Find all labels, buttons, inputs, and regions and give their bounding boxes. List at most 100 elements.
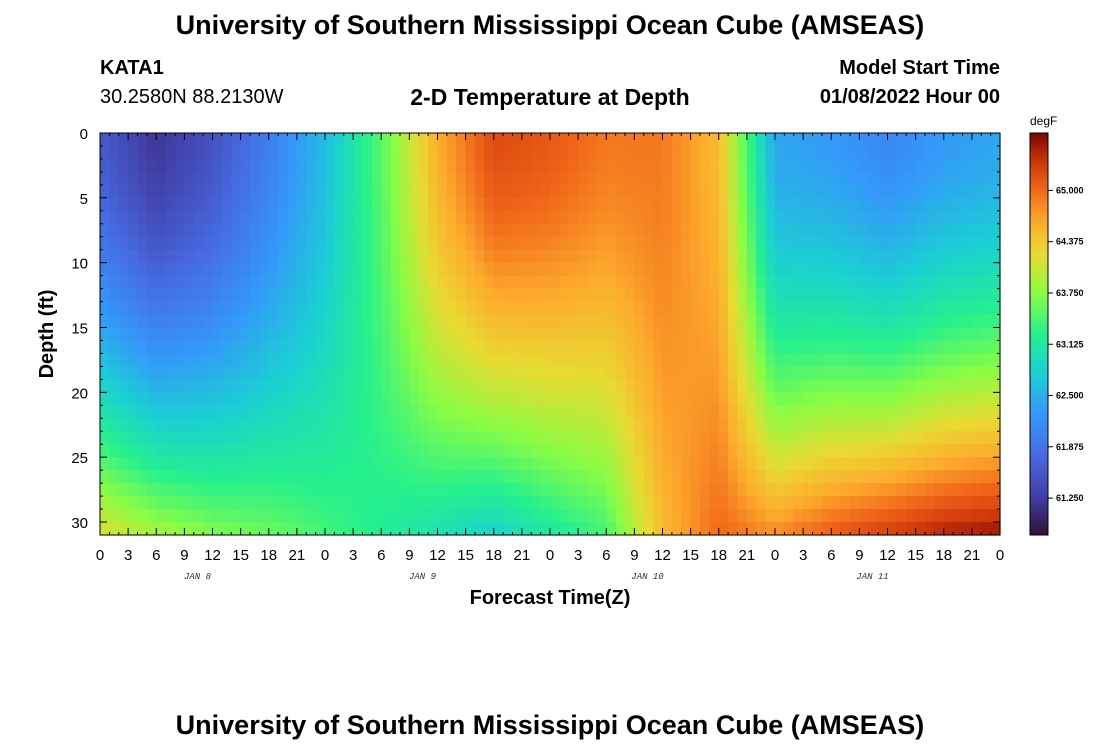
heatmap-cell [371,275,382,290]
heatmap-cell [718,470,729,484]
heatmap-cell [428,288,439,303]
heatmap-cell [503,392,514,406]
heatmap-cell [915,392,926,406]
heatmap-cell [203,418,214,432]
heatmap-cell [259,431,270,445]
heatmap-cell [671,197,682,212]
heatmap-cell [568,197,579,212]
heatmap-cell [184,249,195,264]
heatmap-cell [718,522,729,536]
heatmap-cell [653,405,664,419]
heatmap-cell [690,470,701,484]
heatmap-cell [850,327,860,342]
heatmap-cell [259,210,270,225]
heatmap-cell [362,314,373,329]
heatmap-cell [315,223,326,238]
heatmap-cell [625,353,635,368]
heatmap-cell [662,392,673,406]
heatmap-cell [418,301,429,316]
heatmap-cell [493,379,504,393]
heatmap-cell [109,145,120,160]
heatmap-cell [306,496,317,510]
heatmap-cell [793,431,804,445]
heatmap-cell [709,236,720,251]
heatmap-cell [362,249,373,264]
heatmap-cell [268,301,279,316]
heatmap-cell [400,431,410,445]
heatmap-cell [128,197,139,212]
heatmap-cell [371,444,382,458]
heatmap-cell [212,353,223,368]
heatmap-cell [343,366,354,380]
heatmap-cell [934,171,945,186]
heatmap-cell [353,301,364,316]
heatmap-cell [128,171,139,186]
heatmap-cell [821,366,832,380]
heatmap-cell [587,327,598,342]
heatmap-cell [868,327,879,342]
heatmap-cell [268,418,279,432]
heatmap-cell [925,158,935,173]
heatmap-cell [765,392,776,406]
heatmap-cell [625,509,635,523]
heatmap-cell [287,379,298,393]
heatmap-cell [400,392,410,406]
heatmap-cell [240,340,251,355]
heatmap-cell [128,353,139,368]
heatmap-cell [756,392,767,406]
heatmap-cell [268,288,279,303]
heatmap-cell [306,379,317,393]
heatmap-cell [568,275,579,290]
heatmap-cell [390,418,401,432]
heatmap-cell [287,133,298,147]
heatmap-cell [653,418,664,432]
heatmap-cell [765,509,776,523]
heatmap-cell [175,145,185,160]
heatmap-cell [728,301,739,316]
heatmap-cell [503,405,514,419]
heatmap-cell [550,301,560,316]
heatmap-cell [925,249,935,264]
heatmap-cell [868,288,879,303]
heatmap-cell [568,470,579,484]
heatmap-cell [390,314,401,329]
heatmap-cell [418,496,429,510]
heatmap-cell [203,522,214,536]
heatmap-cell [250,366,260,380]
heatmap-cell [231,340,242,355]
heatmap-cell [578,522,589,536]
heatmap-cell [334,353,345,368]
heatmap-cell [409,262,420,277]
heatmap-cell [512,133,523,147]
heatmap-cell [428,522,439,536]
heatmap-cell [296,418,307,432]
heatmap-cell [137,275,148,290]
heatmap-cell [325,496,335,510]
heatmap-cell [868,340,879,355]
heatmap-cell [981,405,992,419]
heatmap-cell [156,236,167,251]
heatmap-cell [709,522,720,536]
heatmap-cell [325,133,335,147]
heatmap-cell [475,522,485,536]
heatmap-cell [625,418,635,432]
heatmap-cell [943,340,954,355]
heatmap-cell [915,223,926,238]
heatmap-cell [409,483,420,497]
heatmap-cell [971,197,982,212]
heatmap-cell [250,275,260,290]
heatmap-cell [943,197,954,212]
heatmap-cell [193,314,204,329]
heatmap-cell [859,262,870,277]
heatmap-cell [718,444,729,458]
heatmap-cell [259,184,270,199]
heatmap-cell [728,158,739,173]
heatmap-cell [615,133,626,147]
heatmap-cell [550,314,560,329]
heatmap-cell [540,210,551,225]
heatmap-cell [465,418,476,432]
heatmap-cell [100,509,110,523]
heatmap-cell [784,145,795,160]
heatmap-cell [456,366,467,380]
heatmap-cell [587,223,598,238]
